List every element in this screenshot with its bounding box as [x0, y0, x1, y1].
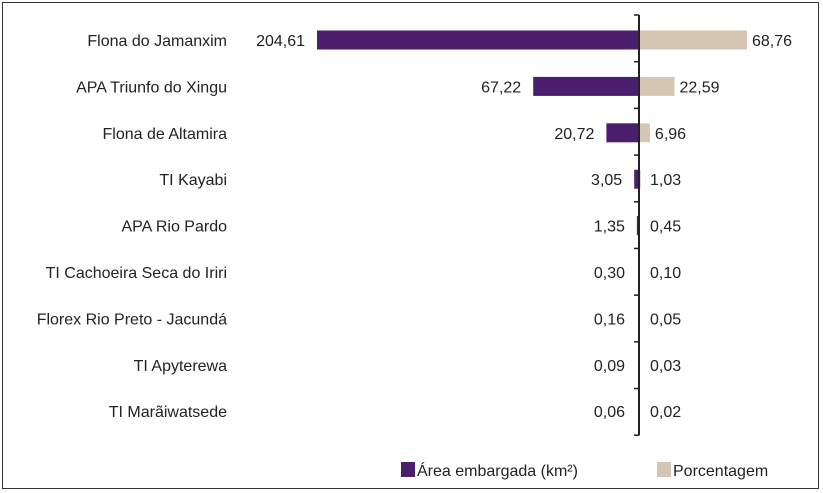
- category-label: TI Marãiwatsede: [109, 404, 227, 421]
- area-bar: [533, 76, 639, 96]
- legend-swatch-percent: [657, 462, 671, 477]
- legend: Área embargada (km²) Porcentagem: [401, 461, 768, 480]
- area-value-label: 0,06: [594, 404, 625, 421]
- percent-bar: [639, 76, 675, 96]
- area-bar: [634, 169, 639, 189]
- area-value-label: 67,22: [481, 79, 521, 96]
- bar-chart: Flona do Jamanxim APA Triunfo do Xingu Flo…: [37, 14, 792, 480]
- area-value-label: 3,05: [591, 172, 622, 189]
- category-label: Flona do Jamanxim: [87, 33, 227, 50]
- percent-bar: [639, 30, 747, 50]
- area-series-bars: [317, 30, 639, 421]
- percent-value-label: 0,45: [650, 219, 681, 236]
- category-label: TI Apyterewa: [134, 358, 227, 375]
- category-label: Flona de Altamira: [102, 126, 227, 143]
- category-label: TI Cachoeira Seca do Iriri: [46, 265, 227, 282]
- area-value-label: 1,35: [594, 219, 625, 236]
- legend-swatch-area: [401, 462, 415, 477]
- legend-label-percent: Porcentagem: [673, 463, 768, 480]
- percent-series-bars: [639, 30, 747, 421]
- area-bar: [636, 216, 639, 236]
- percent-value-label: 0,02: [650, 404, 681, 421]
- percent-value-label: 0,03: [650, 358, 681, 375]
- percent-value-label: 1,03: [650, 172, 681, 189]
- area-value-labels: 204,61 67,22 20,72 3,05 1,35 0,30 0,16 0,09 0,06: [256, 33, 625, 421]
- area-value-label: 20,72: [554, 126, 594, 143]
- percent-bar: [639, 123, 650, 143]
- percent-value-label: 0,05: [650, 311, 681, 328]
- category-label: APA Rio Pardo: [121, 219, 227, 236]
- area-value-label: 0,09: [594, 358, 625, 375]
- legend-label-area: Área embargada (km²): [417, 461, 578, 480]
- percent-value-label: 0,10: [650, 265, 681, 282]
- category-label: APA Triunfo do Xingu: [76, 79, 227, 96]
- category-labels: Flona do Jamanxim APA Triunfo do Xingu Flo…: [37, 33, 227, 421]
- category-label: Florex Rio Preto - Jacundá: [37, 311, 227, 328]
- area-bar: [317, 30, 639, 50]
- center-axis: [634, 14, 640, 436]
- area-value-label: 0,16: [594, 311, 625, 328]
- percent-value-label: 22,59: [679, 79, 719, 96]
- percent-value-labels: 68,76 22,59 6,96 1,03 0,45 0,10 0,05 0,03 0,02: [650, 33, 792, 421]
- percent-value-label: 68,76: [752, 33, 792, 50]
- area-bar: [606, 123, 639, 143]
- category-label: TI Kayabi: [159, 172, 227, 189]
- percent-value-label: 6,96: [655, 126, 686, 143]
- area-value-label: 204,61: [256, 33, 305, 50]
- area-value-label: 0,30: [594, 265, 625, 282]
